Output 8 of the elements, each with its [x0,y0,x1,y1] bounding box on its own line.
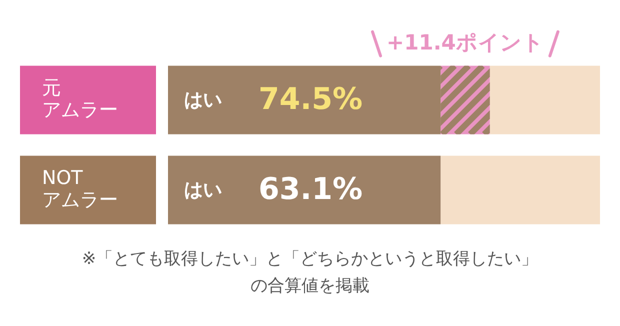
y-tick-label: 元アムラー [42,76,118,121]
annotation: 63.1% [258,172,363,207]
text: はい [184,178,222,201]
annotation: 74.5% [258,82,363,117]
annotation: ※「とても取得したい」と「どちらかというと取得したい」の合算値を掲載 [80,248,540,298]
series-label: はい [184,88,222,111]
y-tick-label: NOTアムラー [42,166,118,211]
data-label: +11.4ポイント [386,30,544,54]
